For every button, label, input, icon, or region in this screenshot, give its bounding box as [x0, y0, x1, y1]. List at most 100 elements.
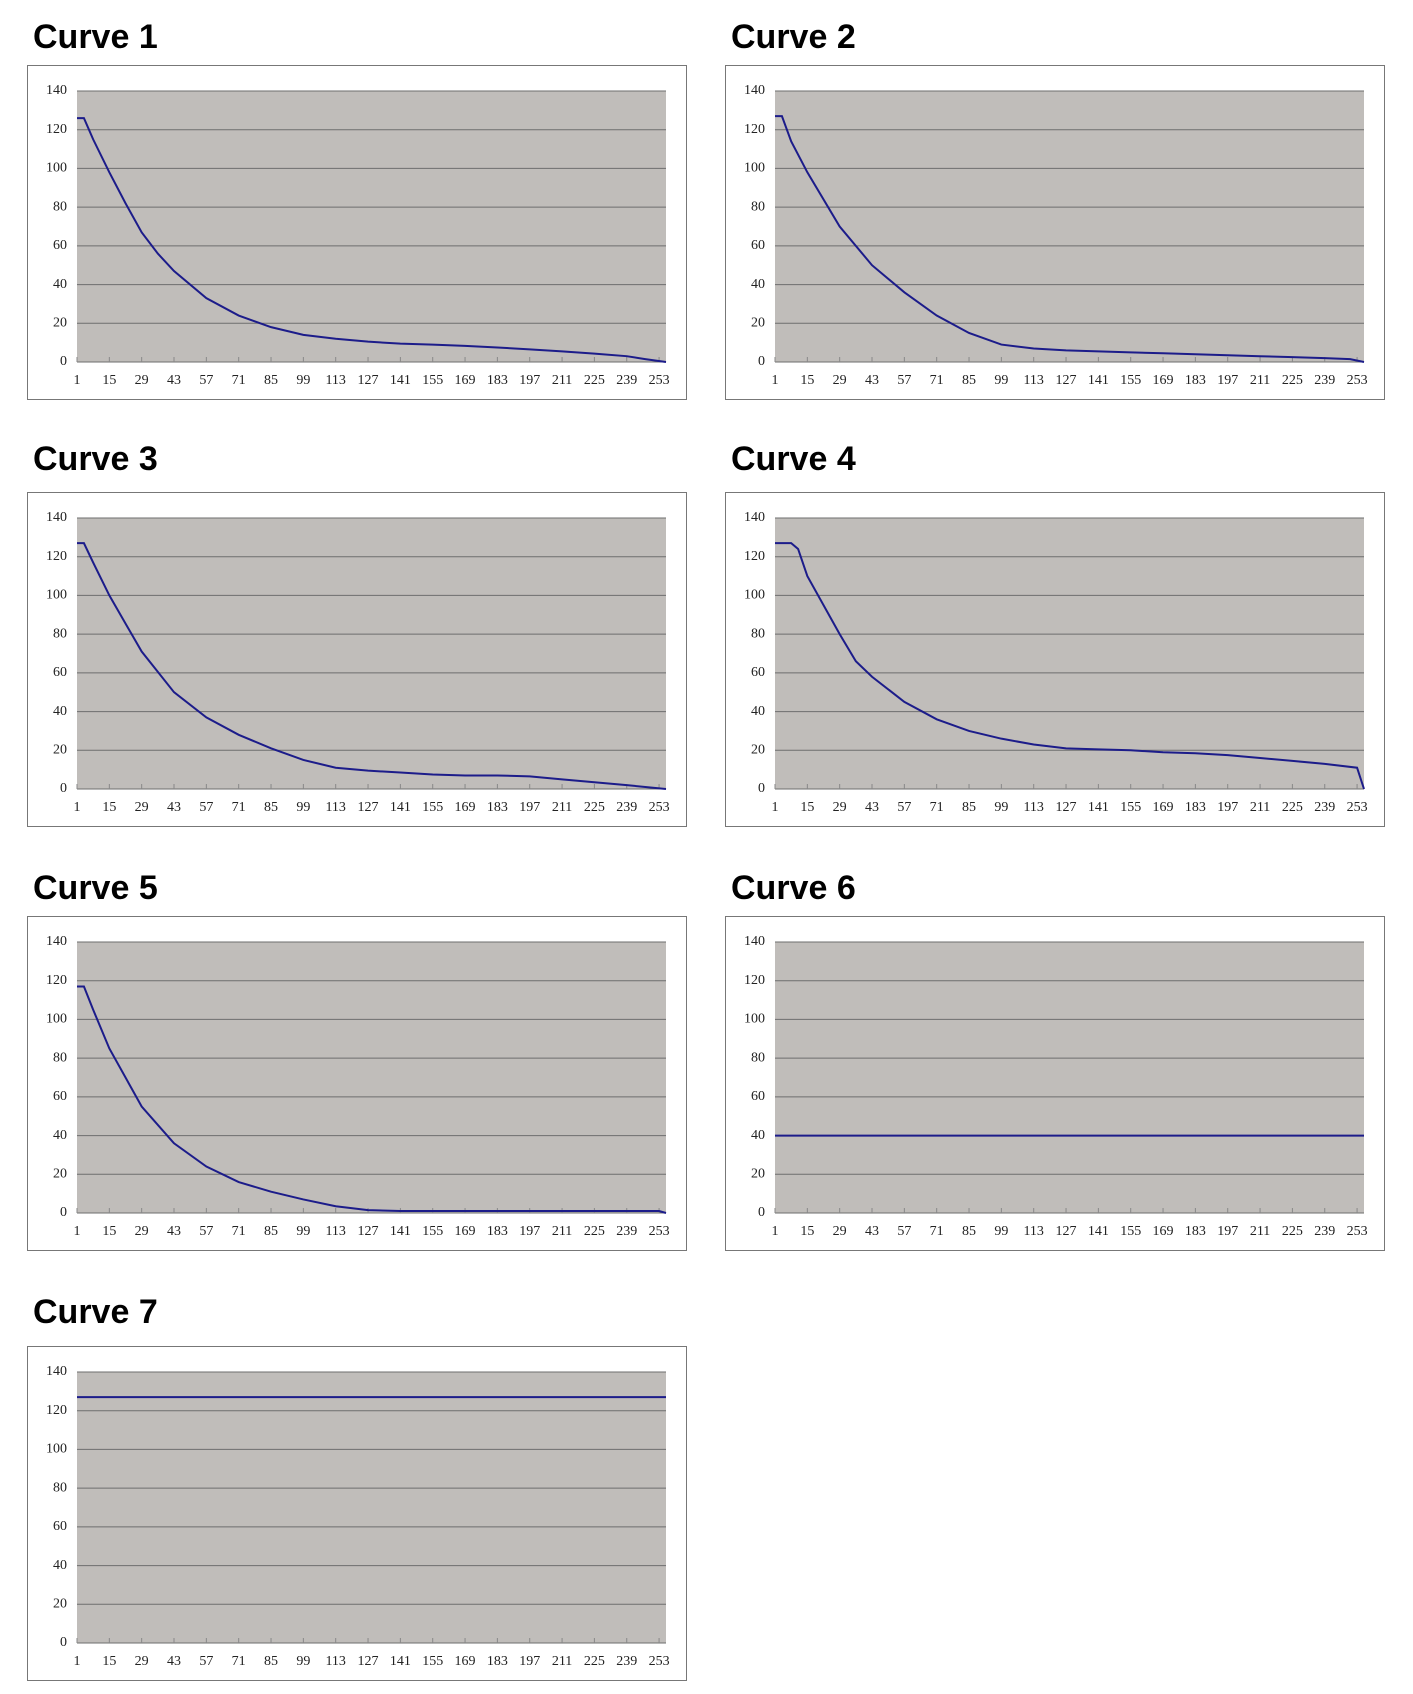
chart: 0 20 40 60 80 100 120 140 1 15 29 43 57 71 85 99 113 127 1…: [46, 1364, 670, 1669]
x-tick-label: 169: [1153, 800, 1174, 815]
x-tick-label: 57: [897, 373, 911, 388]
x-tick-label: 253: [1347, 373, 1368, 388]
y-tick-label: 100: [46, 161, 67, 176]
x-tick-label: 183: [487, 800, 508, 815]
y-tick-label: 80: [53, 626, 67, 641]
y-tick-label: 80: [53, 199, 67, 214]
x-tick-label: 71: [232, 800, 246, 815]
x-tick-label: 113: [1023, 800, 1043, 815]
x-tick-label: 155: [1120, 800, 1141, 815]
x-tick-label: 197: [519, 1224, 540, 1239]
x-tick-label: 57: [199, 800, 213, 815]
y-tick-label: 20: [53, 743, 67, 758]
chart-title: Curve 7: [33, 1293, 158, 1331]
x-tick-label: 113: [325, 373, 345, 388]
plot-area: [775, 942, 1364, 1213]
x-tick-label: 197: [519, 373, 540, 388]
x-tick-label: 29: [135, 373, 149, 388]
y-tick-label: 60: [53, 665, 67, 680]
y-tick-label: 60: [53, 1089, 67, 1104]
x-tick-label: 43: [865, 1224, 879, 1239]
x-tick-label: 71: [232, 373, 246, 388]
x-tick-label: 197: [519, 800, 540, 815]
y-tick-label: 140: [744, 510, 765, 525]
plot-area: [77, 942, 666, 1213]
y-tick-label: 140: [744, 83, 765, 98]
x-tick-label: 141: [390, 1654, 411, 1669]
y-tick-label: 0: [60, 354, 67, 369]
x-tick-label: 15: [102, 1654, 116, 1669]
x-tick-label: 253: [649, 800, 670, 815]
x-tick-label: 15: [102, 800, 116, 815]
chart-frame: 0 20 40 60 80 100 120 140 1 15 29 43 57 71 85 99 113 127 1…: [27, 1346, 687, 1681]
x-tick-label: 155: [1120, 373, 1141, 388]
chart-frame: 0 20 40 60 80 100 120 140 1 15 29 43 57 71 85 99 113 127 1…: [27, 492, 687, 827]
plot-area: [775, 91, 1364, 362]
y-tick-label: 0: [60, 1635, 67, 1650]
y-tick-label: 100: [46, 1012, 67, 1027]
plot-area: [77, 91, 666, 362]
y-tick-label: 0: [758, 1205, 765, 1220]
x-tick-label: 155: [422, 1224, 443, 1239]
chart: 0 20 40 60 80 100 120 140 1 15 29 43 57 71 85 99 113 127 1…: [744, 83, 1368, 388]
x-tick-label: 239: [1314, 800, 1335, 815]
x-tick-label: 57: [897, 800, 911, 815]
x-tick-label: 169: [1153, 373, 1174, 388]
y-tick-label: 0: [60, 1205, 67, 1220]
chart: 0 20 40 60 80 100 120 140 1 15 29 43 57 71 85 99 113 127 1…: [46, 934, 670, 1239]
x-tick-label: 15: [102, 1224, 116, 1239]
x-tick-label: 239: [1314, 373, 1335, 388]
y-tick-label: 100: [744, 588, 765, 603]
plot-area: [775, 518, 1364, 789]
x-tick-label: 71: [930, 1224, 944, 1239]
y-tick-label: 80: [53, 1050, 67, 1065]
y-tick-label: 80: [751, 199, 765, 214]
y-tick-label: 20: [53, 1167, 67, 1182]
x-tick-label: 183: [487, 1224, 508, 1239]
x-tick-label: 113: [325, 800, 345, 815]
y-tick-label: 0: [758, 781, 765, 796]
chart-title: Curve 2: [731, 18, 856, 56]
x-tick-label: 85: [962, 800, 976, 815]
x-tick-label: 183: [1185, 373, 1206, 388]
y-tick-label: 40: [751, 277, 765, 292]
x-tick-label: 127: [358, 1654, 379, 1669]
x-tick-label: 211: [552, 1224, 572, 1239]
x-tick-label: 197: [1217, 800, 1238, 815]
y-tick-label: 60: [751, 665, 765, 680]
x-tick-label: 85: [264, 1654, 278, 1669]
x-tick-label: 183: [1185, 800, 1206, 815]
x-tick-label: 155: [1120, 1224, 1141, 1239]
x-tick-label: 225: [1282, 373, 1303, 388]
x-tick-label: 253: [649, 1224, 670, 1239]
curve-line: [77, 117, 667, 363]
x-tick-label: 225: [584, 800, 605, 815]
y-tick-label: 40: [751, 704, 765, 719]
y-tick-label: 40: [53, 277, 67, 292]
x-tick-label: 225: [584, 1224, 605, 1239]
x-tick-label: 113: [1023, 373, 1043, 388]
y-tick-label: 40: [53, 704, 67, 719]
x-tick-label: 253: [1347, 1224, 1368, 1239]
x-tick-label: 71: [232, 1224, 246, 1239]
y-tick-label: 20: [53, 1597, 67, 1612]
x-tick-label: 225: [584, 1654, 605, 1669]
y-tick-label: 120: [46, 122, 67, 137]
y-tick-label: 100: [46, 1442, 67, 1457]
x-tick-label: 225: [584, 373, 605, 388]
x-tick-label: 85: [962, 373, 976, 388]
y-tick-label: 100: [46, 588, 67, 603]
y-tick-label: 140: [46, 1364, 67, 1379]
curve-line: [775, 115, 1365, 363]
x-tick-label: 113: [325, 1224, 345, 1239]
y-tick-label: 20: [751, 743, 765, 758]
x-tick-label: 71: [930, 373, 944, 388]
y-tick-label: 80: [751, 1050, 765, 1065]
x-tick-label: 15: [800, 373, 814, 388]
y-tick-label: 80: [53, 1480, 67, 1495]
x-tick-label: 1: [772, 1224, 779, 1239]
x-tick-label: 57: [897, 1224, 911, 1239]
x-tick-label: 1: [74, 800, 81, 815]
curve-line: [775, 542, 1365, 790]
